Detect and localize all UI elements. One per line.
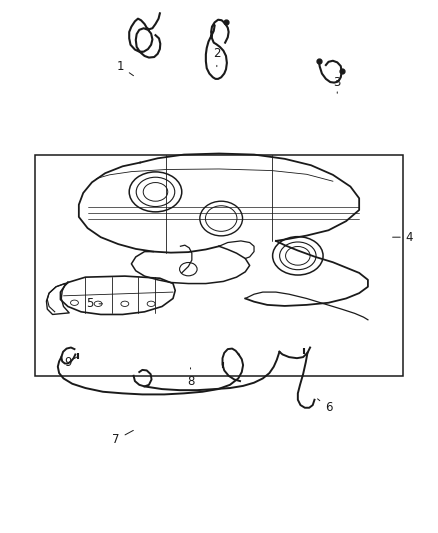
Bar [35, 155, 403, 376]
Text: 5: 5 [86, 297, 102, 310]
Text: 7: 7 [112, 430, 133, 446]
Text: 3: 3 [334, 76, 341, 93]
Text: 9: 9 [64, 356, 77, 369]
Text: 1: 1 [117, 60, 134, 76]
Text: 8: 8 [187, 368, 194, 387]
Text: 2: 2 [213, 47, 221, 67]
Text: 4: 4 [392, 231, 413, 244]
Text: 6: 6 [318, 399, 332, 414]
